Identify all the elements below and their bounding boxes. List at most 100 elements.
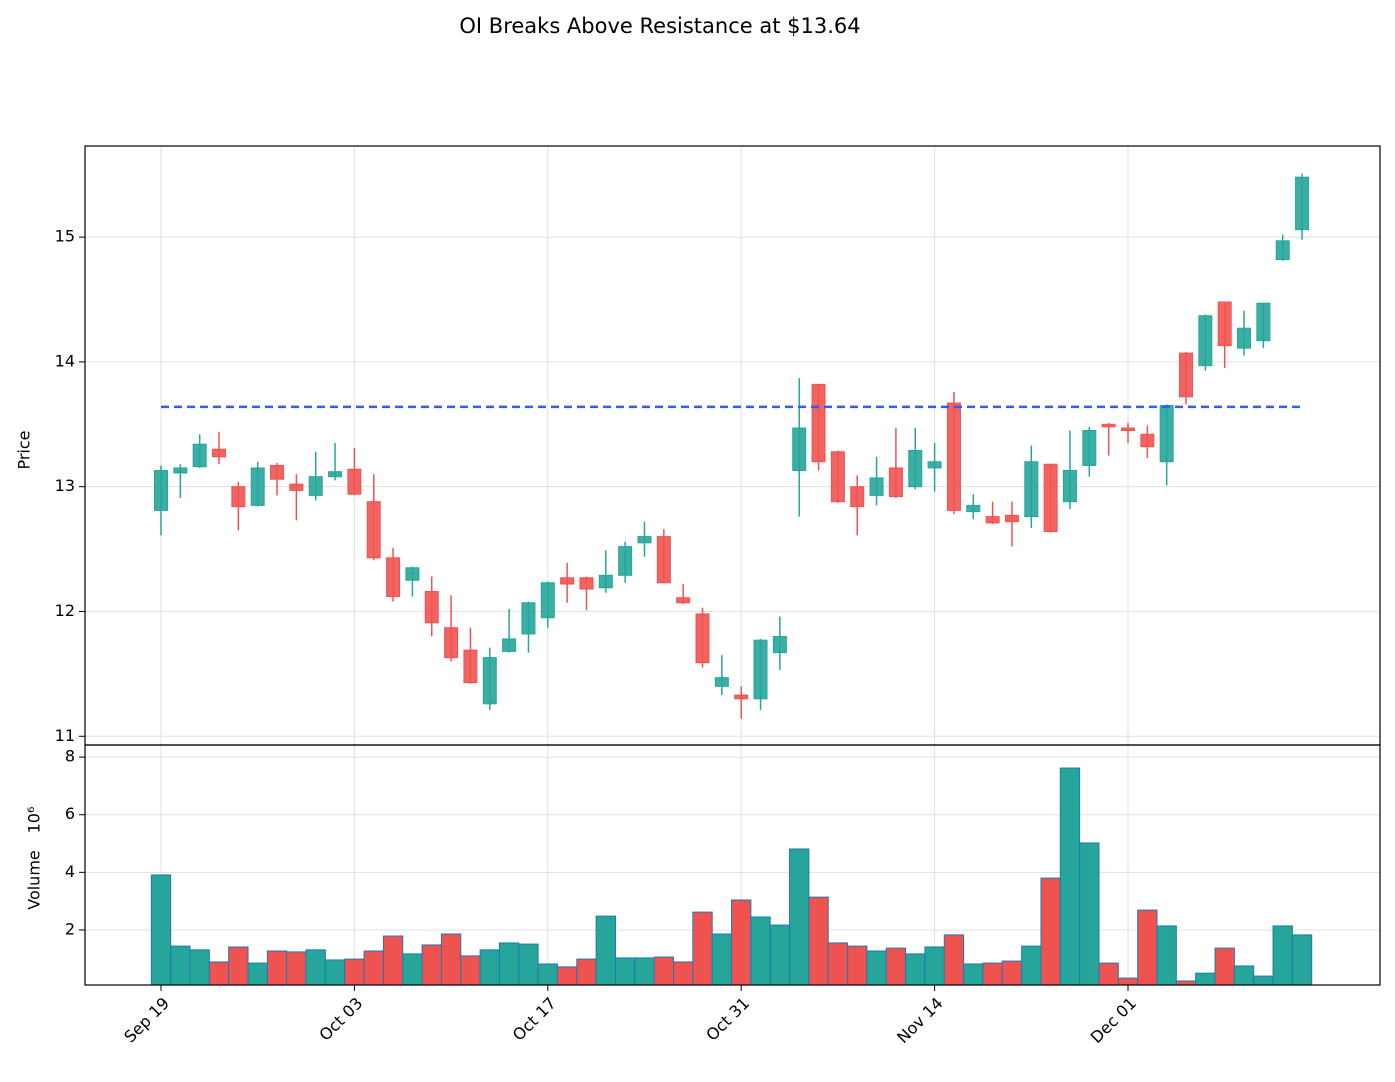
candle-body — [1256, 302, 1271, 342]
candle-body — [946, 402, 961, 511]
candle-body — [772, 635, 787, 654]
candle-body — [270, 464, 285, 480]
candle-body — [1295, 176, 1310, 231]
volume-bar — [460, 955, 481, 986]
volume-bar — [1156, 925, 1177, 986]
volume-bar — [1040, 877, 1061, 986]
volume-bar — [614, 957, 636, 986]
candle-body — [444, 627, 459, 659]
candle-body — [1004, 514, 1019, 523]
candle-body — [598, 574, 613, 589]
candle-body — [1237, 327, 1252, 349]
candle-body — [850, 486, 865, 508]
volume-axis-label: Volume — [25, 850, 44, 910]
volume-bar — [498, 942, 520, 986]
candle-body — [927, 461, 942, 469]
candle-body — [1024, 461, 1039, 518]
candle-body — [1179, 352, 1194, 398]
candle-body — [1217, 301, 1232, 347]
x-tick-label: Oct 17 — [509, 994, 560, 1045]
volume-bar — [1001, 960, 1023, 986]
volume-bar — [247, 962, 268, 986]
candle-body — [308, 476, 323, 496]
volume-bar — [150, 874, 172, 986]
volume-bar — [808, 896, 829, 986]
candle-body — [985, 516, 1000, 524]
candle-body — [1121, 427, 1135, 432]
candle-body — [386, 557, 401, 597]
candle-body — [811, 383, 826, 463]
candle-body — [869, 477, 884, 496]
volume-bar — [982, 962, 1003, 986]
candle-body — [908, 449, 923, 488]
candle-body — [250, 467, 265, 506]
candle-body — [212, 448, 227, 458]
volume-bar — [1079, 842, 1100, 986]
volume-bar — [711, 933, 733, 986]
volume-bar — [266, 950, 288, 986]
volume-bar — [286, 951, 307, 986]
y-tick-label: 14 — [55, 351, 75, 370]
candle-body — [1140, 433, 1155, 448]
candle-body — [154, 469, 168, 511]
price-frame — [84, 145, 1381, 746]
volume-bar — [402, 953, 423, 986]
x-tick-label: Oct 03 — [315, 994, 366, 1045]
volume-bar — [440, 933, 462, 986]
volume-bar — [382, 935, 404, 986]
volume-bar — [344, 958, 365, 986]
y-tick-label: 4 — [65, 862, 75, 881]
volume-bar — [479, 949, 500, 986]
candle-body — [618, 546, 633, 576]
volume-bar — [963, 963, 984, 986]
volume-bar — [634, 957, 655, 986]
volume-bar — [189, 949, 210, 986]
volume-bar — [1098, 962, 1119, 986]
candle-body — [521, 602, 536, 635]
volume-bar — [518, 943, 539, 986]
volume-bar — [1117, 977, 1139, 986]
candle-body — [463, 649, 478, 684]
candle-body — [966, 504, 981, 513]
candle-body — [1159, 405, 1174, 463]
candle-body — [482, 657, 497, 705]
y-tick-label: 12 — [55, 601, 75, 620]
candle-body — [560, 577, 575, 585]
candle-body — [289, 483, 304, 491]
candle-body — [753, 639, 768, 700]
candle-body — [714, 677, 729, 687]
volume-bar — [595, 915, 616, 986]
x-tick-label: Oct 31 — [702, 994, 753, 1045]
candle-body — [676, 597, 691, 604]
volume-bar — [1233, 965, 1255, 986]
volume-scale-label: 10⁶ — [25, 807, 44, 834]
volume-bar — [1021, 945, 1042, 986]
volume-bar — [305, 949, 326, 986]
candle-body — [231, 486, 246, 508]
x-tick-label: Dec 01 — [1087, 994, 1140, 1047]
candle-body — [366, 501, 381, 559]
volume-bar — [1195, 972, 1216, 986]
y-tick-label: 13 — [55, 476, 75, 495]
volume-bar — [537, 963, 558, 986]
volume-bar — [1272, 925, 1293, 986]
x-tick-label: Sep 19 — [120, 994, 173, 1047]
candle-body — [192, 443, 207, 468]
candle-body — [1043, 463, 1058, 533]
volume-bar — [1214, 947, 1235, 986]
y-tick-label: 2 — [65, 919, 75, 938]
volume-bar — [866, 950, 887, 986]
volume-bar — [653, 956, 675, 986]
volume-bar — [576, 958, 597, 986]
volume-bar — [789, 848, 810, 986]
volume-bar — [769, 924, 791, 986]
volume-bar — [673, 961, 694, 986]
chart-title: OI Breaks Above Resistance at $13.64 — [459, 14, 860, 38]
volume-bar — [827, 942, 849, 986]
volume-bar — [1291, 934, 1313, 986]
x-tick-label: Nov 14 — [893, 994, 947, 1048]
volume-bar — [421, 944, 442, 986]
volume-bar — [363, 950, 384, 986]
volume-bar — [1137, 909, 1158, 986]
